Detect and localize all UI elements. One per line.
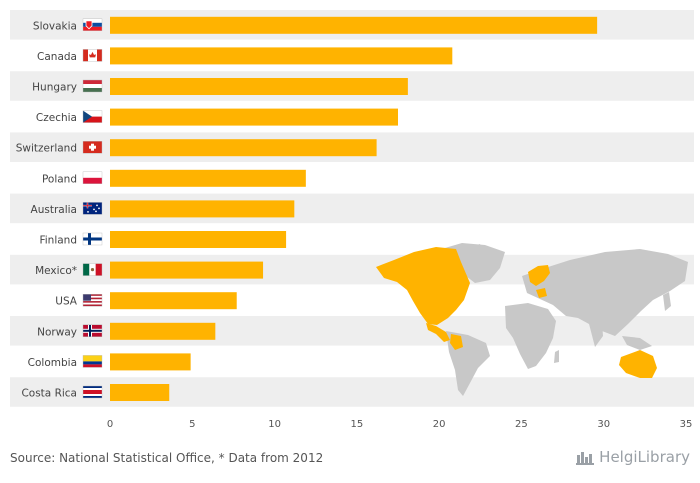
category-label: Hungary <box>32 82 77 94</box>
bar-poland <box>110 169 306 187</box>
canada-flag-icon <box>82 49 103 62</box>
map-australia <box>619 350 657 378</box>
poland-flag-icon <box>82 171 103 185</box>
finland-flag-icon <box>82 232 103 246</box>
bar-hungary <box>110 78 408 95</box>
x-tick-label: 35 <box>680 419 693 430</box>
map-arctic-islands <box>470 244 484 254</box>
category-label: Poland <box>42 173 77 185</box>
category-label: Canada <box>37 51 77 63</box>
brand-logo: HelgiLibrary <box>576 448 690 466</box>
map-japan <box>663 292 671 311</box>
x-tick-label: 20 <box>433 419 446 430</box>
category-labels: Slovakia Canada Hungary Czechia Switzerland P… <box>16 20 78 399</box>
bar-czechia <box>110 108 398 126</box>
x-tick-label: 0 <box>107 419 113 430</box>
x-tick-label: 5 <box>189 419 195 430</box>
x-tick-label: 10 <box>268 419 281 430</box>
map-norway-finland <box>528 265 550 286</box>
flags <box>82 18 103 399</box>
bar-colombia <box>110 353 191 371</box>
map-canada-usa-mexico <box>376 247 470 325</box>
category-label: Mexico* <box>35 265 77 277</box>
costa-rica-flag-icon <box>82 385 103 399</box>
x-tick-label: 30 <box>597 419 610 430</box>
map-central-america <box>426 323 450 342</box>
colombia-flag-icon <box>82 355 103 368</box>
mexico-flag-icon <box>82 263 103 276</box>
bars <box>110 16 598 401</box>
helgi-library-logo-icon <box>576 452 595 465</box>
bar-canada <box>110 47 453 65</box>
bar-mexico <box>110 261 264 279</box>
map-madagascar <box>554 350 559 363</box>
category-label: USA <box>55 296 78 308</box>
category-label: Norway <box>37 326 77 338</box>
map-southeast-asia <box>622 336 652 350</box>
map-india <box>588 320 603 347</box>
map-colombia <box>450 334 463 350</box>
australia-flag-icon <box>82 202 103 215</box>
bar-norway <box>110 322 216 340</box>
switzerland-flag-icon <box>82 140 103 154</box>
category-label: Costa Rica <box>21 388 77 400</box>
bar-finland <box>110 231 287 248</box>
norway-flag-icon <box>82 324 103 337</box>
map-eurasia <box>522 249 688 336</box>
category-label: Australia <box>31 204 77 216</box>
category-label: Slovakia <box>33 20 77 32</box>
x-axis-ticks: 0 5 10 15 20 25 30 35 <box>107 419 693 430</box>
category-label: Czechia <box>36 112 77 124</box>
category-label: Switzerland <box>16 143 77 155</box>
bar-slovakia <box>110 16 598 34</box>
czechia-flag-icon <box>82 110 103 123</box>
category-label: Colombia <box>28 357 77 369</box>
world-map <box>376 243 688 396</box>
x-tick-label: 25 <box>515 419 528 430</box>
bar-switzerland <box>110 139 377 157</box>
bar-usa <box>110 292 237 310</box>
usa-flag-icon <box>82 294 103 307</box>
bar-costa-rica <box>110 384 170 401</box>
x-tick-label: 15 <box>350 419 363 430</box>
map-africa <box>505 303 556 369</box>
source-note: Source: National Statistical Office, * D… <box>10 451 324 465</box>
slovakia-flag-icon <box>82 18 103 31</box>
bar-australia <box>110 200 295 218</box>
brand-logo-text: HelgiLibrary <box>599 448 690 466</box>
category-label: Finland <box>39 235 77 247</box>
hungary-flag-icon <box>82 79 103 93</box>
map-central-europe <box>536 288 547 298</box>
